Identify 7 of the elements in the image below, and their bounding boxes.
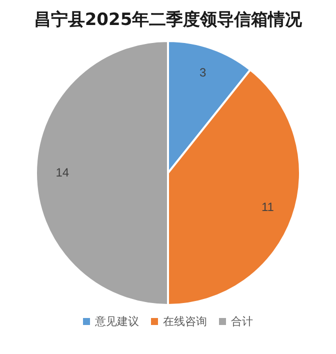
data-label: 11 (261, 200, 274, 214)
legend-label: 在线咨询 (162, 314, 207, 329)
chart-title: 昌宁县2025年二季度领导信箱情况 (32, 9, 304, 32)
legend-label: 意见建议 (94, 314, 139, 329)
data-label: 14 (56, 165, 70, 180)
data-label: 3 (200, 66, 207, 80)
legend-label: 合计 (230, 314, 253, 329)
